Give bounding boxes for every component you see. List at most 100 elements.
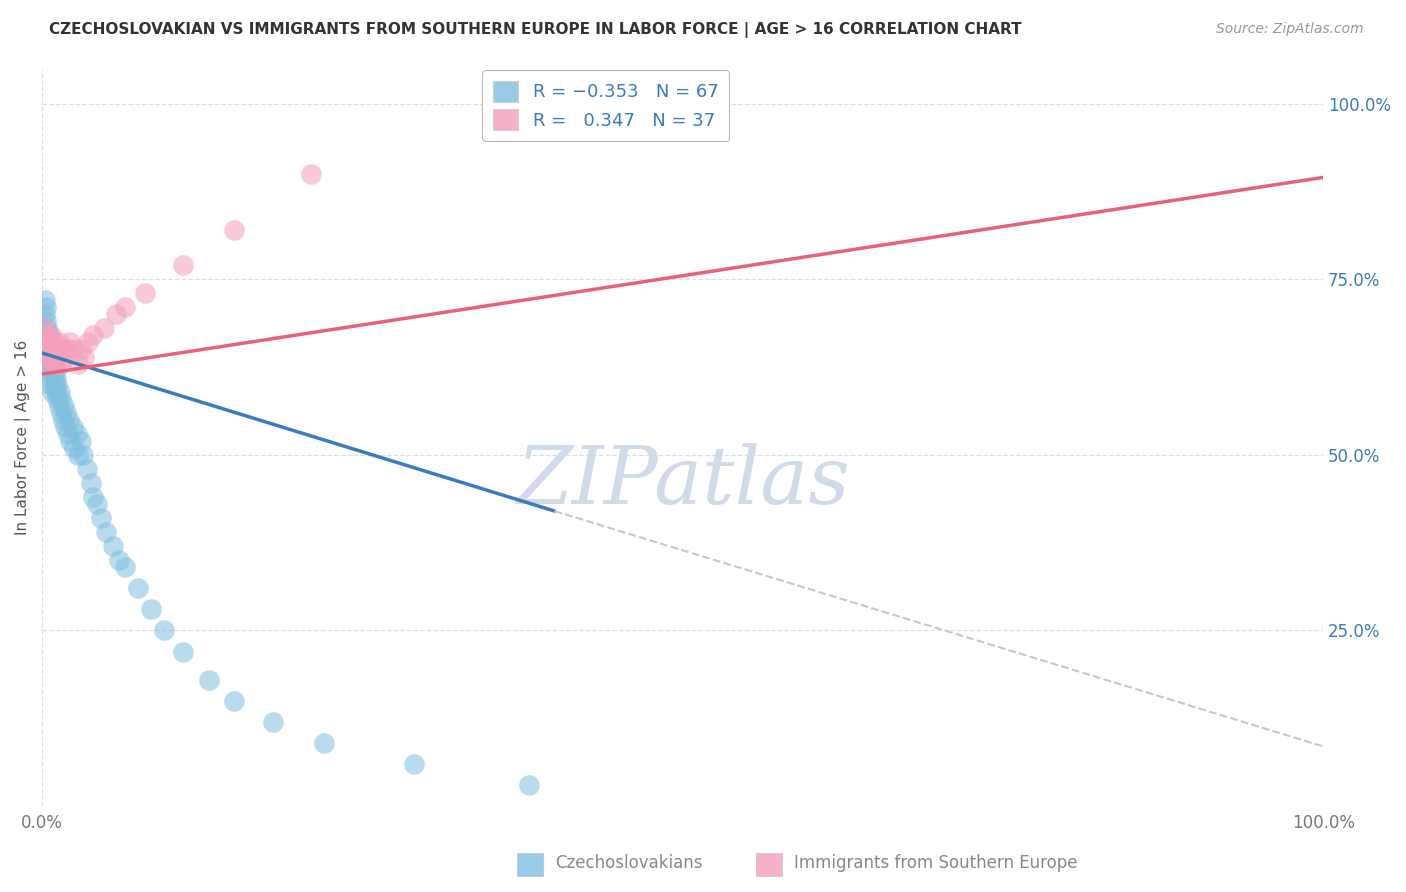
Point xyxy=(37,321,59,335)
Point xyxy=(69,343,91,357)
Point xyxy=(59,335,82,350)
Point xyxy=(41,363,63,377)
Point xyxy=(66,448,89,462)
Point xyxy=(114,301,136,315)
Point xyxy=(77,335,100,350)
Point xyxy=(44,377,66,392)
Point xyxy=(38,363,60,377)
Point xyxy=(262,714,284,729)
Point xyxy=(32,343,55,357)
Point xyxy=(38,335,60,350)
Point xyxy=(35,328,58,343)
Text: CZECHOSLOVAKIAN VS IMMIGRANTS FROM SOUTHERN EUROPE IN LABOR FORCE | AGE > 16 COR: CZECHOSLOVAKIAN VS IMMIGRANTS FROM SOUTH… xyxy=(49,22,1022,38)
Point xyxy=(39,343,62,357)
Text: Immigrants from Southern Europe: Immigrants from Southern Europe xyxy=(794,855,1078,872)
Point xyxy=(46,392,69,406)
Text: Source: ZipAtlas.com: Source: ZipAtlas.com xyxy=(1216,22,1364,37)
Text: Czechoslovakians: Czechoslovakians xyxy=(555,855,703,872)
Point xyxy=(224,694,246,708)
Point xyxy=(38,350,60,364)
Point xyxy=(44,363,66,377)
Point xyxy=(108,553,131,567)
Point xyxy=(35,314,58,328)
Point xyxy=(72,448,94,462)
Point xyxy=(139,602,162,616)
Point xyxy=(37,335,59,350)
Point xyxy=(34,321,56,335)
Point xyxy=(38,370,60,384)
Point xyxy=(114,560,136,574)
Point xyxy=(49,384,72,399)
Point xyxy=(82,328,104,343)
Point xyxy=(37,350,59,364)
Point xyxy=(37,350,59,364)
Point xyxy=(86,497,108,511)
Point xyxy=(38,350,60,364)
Point xyxy=(80,475,103,490)
Point xyxy=(63,441,86,455)
Point xyxy=(38,335,60,350)
Point xyxy=(35,328,58,343)
Point xyxy=(101,539,124,553)
Point xyxy=(53,419,76,434)
Point xyxy=(63,343,86,357)
Point xyxy=(69,434,91,448)
Point xyxy=(55,406,77,420)
Point xyxy=(52,343,75,357)
Point xyxy=(42,357,65,371)
Point xyxy=(35,343,58,357)
Point xyxy=(52,413,75,427)
Point xyxy=(127,582,149,596)
Point xyxy=(58,413,80,427)
Point xyxy=(172,258,194,272)
Point xyxy=(42,370,65,384)
Point xyxy=(46,350,69,364)
Point xyxy=(39,343,62,357)
Point xyxy=(38,357,60,371)
Point xyxy=(39,377,62,392)
Point xyxy=(134,286,156,301)
Point xyxy=(402,756,425,771)
Point xyxy=(53,350,76,364)
Point xyxy=(73,350,96,364)
Point xyxy=(76,462,98,476)
Point xyxy=(224,223,246,237)
Point xyxy=(312,736,335,750)
Point xyxy=(66,357,89,371)
Point xyxy=(153,624,176,638)
Point xyxy=(96,525,118,540)
Point xyxy=(197,673,219,687)
Point xyxy=(39,357,62,371)
Point xyxy=(59,434,82,448)
FancyBboxPatch shape xyxy=(517,853,543,876)
Point xyxy=(45,384,67,399)
Point xyxy=(56,343,79,357)
Point xyxy=(41,350,63,364)
Point xyxy=(56,426,79,441)
Point xyxy=(105,307,128,321)
Point xyxy=(35,357,58,371)
Point xyxy=(172,644,194,658)
Point xyxy=(93,321,115,335)
Point xyxy=(38,328,60,343)
Point xyxy=(62,419,84,434)
Text: ZIPatlas: ZIPatlas xyxy=(516,442,849,520)
Point xyxy=(37,335,59,350)
Point xyxy=(517,778,540,792)
Point xyxy=(82,490,104,504)
Point xyxy=(34,293,56,308)
Point xyxy=(48,335,70,350)
Point xyxy=(90,511,112,525)
Point xyxy=(45,343,67,357)
Point xyxy=(34,335,56,350)
Point xyxy=(46,377,69,392)
Point xyxy=(51,392,73,406)
Point xyxy=(38,343,60,357)
Point xyxy=(51,406,73,420)
Point xyxy=(299,167,322,181)
Point xyxy=(44,357,66,371)
Point xyxy=(52,399,75,413)
Point xyxy=(66,426,89,441)
Point xyxy=(45,370,67,384)
Point xyxy=(51,357,73,371)
